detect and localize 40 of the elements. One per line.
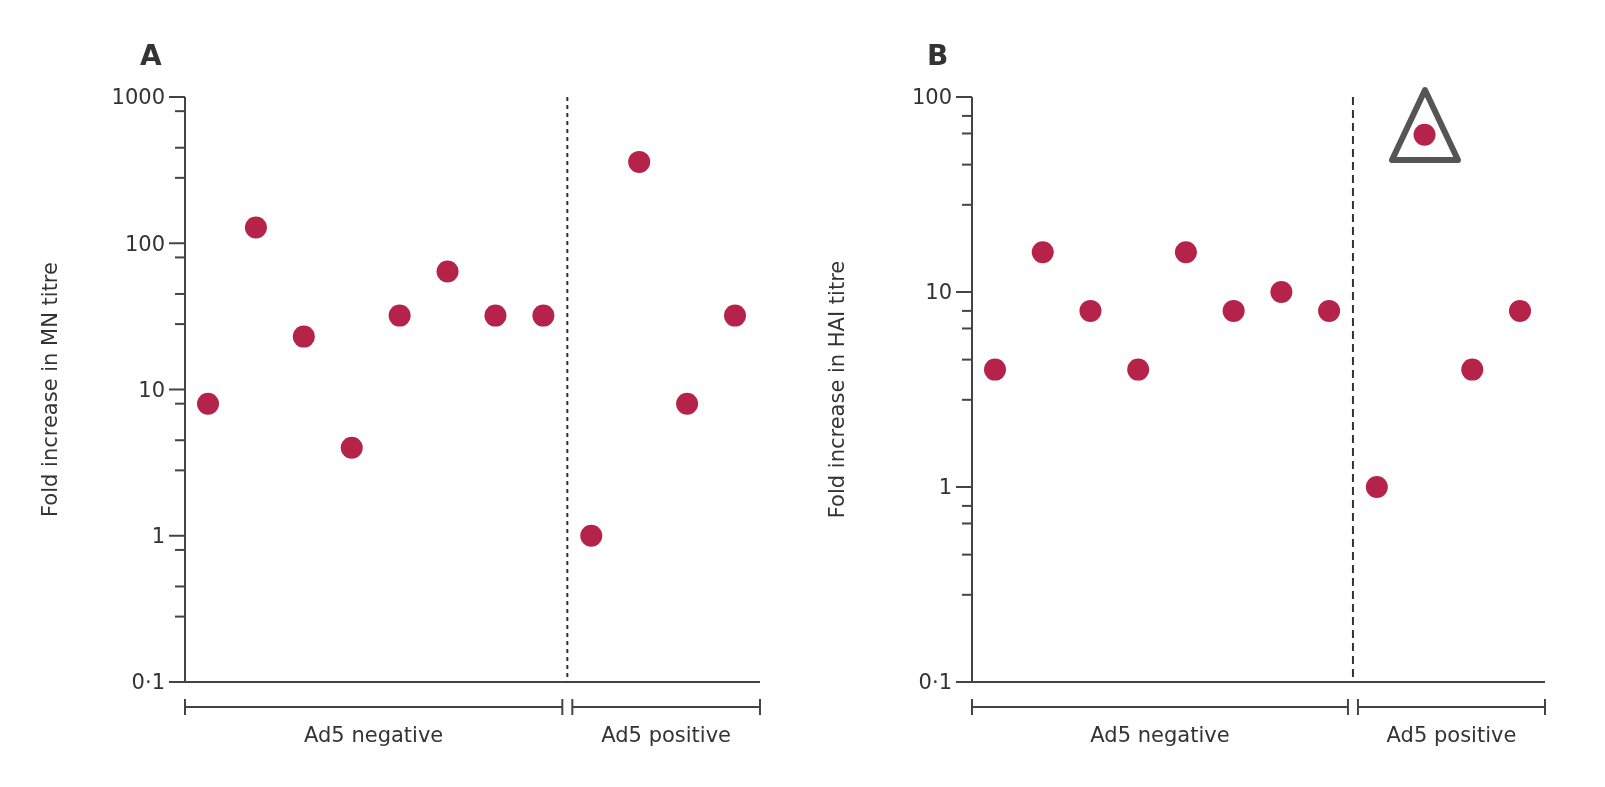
- point: [244, 216, 267, 239]
- y-tick-label: 100: [911, 85, 952, 110]
- point: [1079, 299, 1102, 322]
- y-tick-label: 100: [124, 231, 165, 256]
- y-tick-label: 10: [925, 280, 952, 305]
- point: [1318, 299, 1341, 322]
- point: [340, 436, 363, 459]
- y-axis-title: Fold increase in MN titre: [38, 262, 62, 517]
- point: [1365, 476, 1388, 498]
- text: Ad5 positive: [601, 723, 732, 747]
- point: [1222, 299, 1245, 322]
- point: [676, 392, 699, 415]
- y-tick-label: 0·1: [918, 670, 952, 695]
- point: [197, 392, 219, 415]
- text: Ad5 negative: [304, 723, 444, 747]
- point: [1127, 358, 1150, 381]
- point: [388, 304, 411, 327]
- point: [1174, 241, 1197, 264]
- point: [484, 304, 507, 327]
- y-tick-label: 10: [138, 377, 165, 402]
- point: [580, 524, 603, 547]
- chart-title: A: [140, 39, 162, 72]
- y-tick-label: 1: [938, 475, 952, 500]
- point: [532, 304, 555, 327]
- y-axis-title: Fold increase in HAI titre: [825, 260, 849, 519]
- point: [628, 150, 651, 173]
- point: [436, 260, 459, 283]
- y-tick-label: 1000: [111, 85, 165, 110]
- point: [1509, 299, 1531, 322]
- y-tick-label: 1: [151, 524, 165, 549]
- point: [1031, 241, 1054, 264]
- text: Ad5 negative: [1090, 723, 1230, 747]
- point: [984, 358, 1006, 381]
- point: [292, 325, 315, 348]
- chart-title: B: [927, 39, 949, 72]
- point: [724, 304, 746, 327]
- text: Ad5 positive: [1386, 723, 1517, 747]
- point: [1461, 358, 1484, 381]
- y-tick-label: 0·1: [131, 670, 165, 695]
- point: [1270, 281, 1293, 303]
